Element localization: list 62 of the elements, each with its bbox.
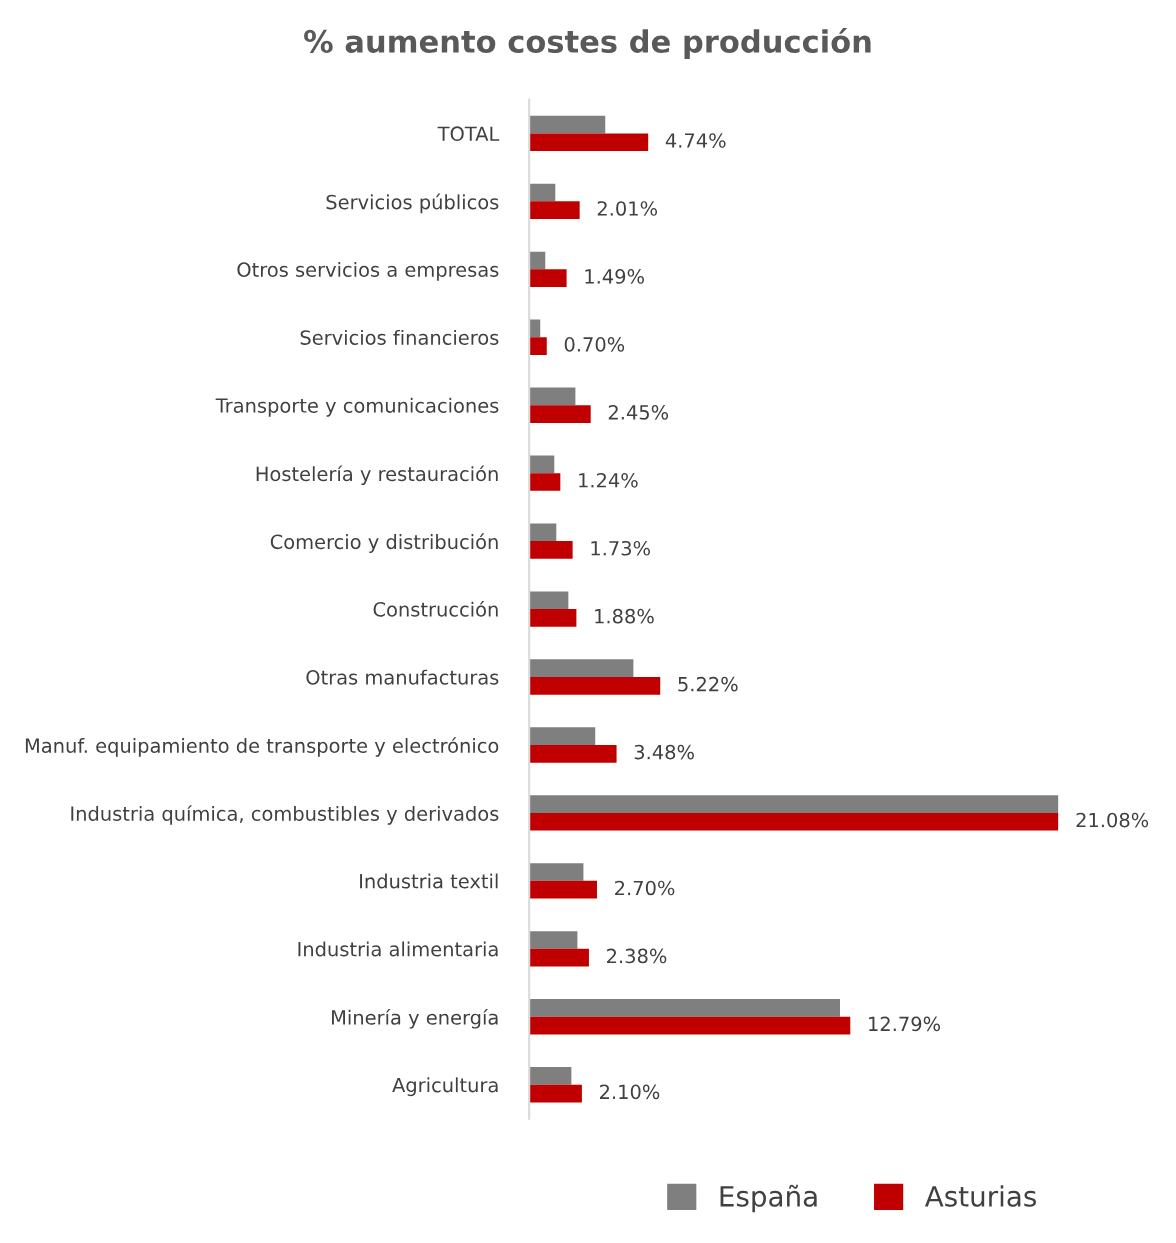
bar	[529, 523, 557, 542]
y-tick-label: Hostelería y restauración	[256, 465, 498, 485]
data-label: 12.79%	[869, 1016, 941, 1032]
y-tick-label: TOTAL	[437, 126, 500, 142]
bar	[529, 999, 840, 1017]
data-label: 2.10%	[600, 1084, 660, 1100]
y-tick-label: Agricultura	[392, 1077, 498, 1097]
bar	[529, 387, 576, 406]
y-tick-label: Otros servicios a empresas	[237, 261, 499, 281]
bar	[529, 183, 556, 202]
legend-label: España	[720, 1184, 817, 1213]
bar	[529, 133, 649, 152]
data-label: 2.01%	[597, 201, 658, 216]
y-tick-label: Servicios financieros	[300, 329, 499, 345]
data-label: 4.74%	[665, 133, 726, 148]
data-label: 0.70%	[564, 337, 625, 352]
bar	[529, 863, 584, 881]
bar	[529, 591, 569, 610]
bar	[529, 659, 634, 678]
y-tick-label: Construcción	[373, 600, 498, 617]
bar	[529, 677, 661, 695]
bar	[529, 727, 596, 745]
data-label: 2.45%	[608, 404, 669, 420]
bar	[529, 1067, 572, 1085]
data-label: 5.22%	[678, 676, 738, 692]
data-label: 1.88%	[595, 608, 654, 624]
y-tick-label: Servicios públicos	[326, 193, 499, 214]
bar	[529, 541, 573, 559]
bar	[529, 795, 1059, 813]
bar	[529, 1016, 851, 1035]
bar	[529, 948, 589, 967]
legend-label: Asturias	[924, 1185, 1036, 1207]
bar	[529, 473, 561, 491]
bar	[529, 115, 606, 134]
data-label: 1.73%	[591, 540, 650, 556]
data-label: 21.08%	[1076, 812, 1149, 828]
bar	[529, 251, 546, 270]
bar	[529, 337, 547, 355]
y-tick-label: Comercio y distribución	[270, 533, 498, 553]
bar	[529, 931, 578, 949]
data-label: 1.49%	[585, 269, 644, 284]
bar	[529, 455, 555, 474]
bar	[529, 812, 1059, 831]
bar	[529, 609, 577, 627]
y-tick-label: Transporte y comunicaciones	[215, 397, 499, 417]
y-tick-label: Otras manufacturas	[306, 669, 499, 685]
y-tick-label: Industria química, combustibles y derivados	[71, 805, 499, 825]
y-tick-label: Industria textil	[360, 873, 498, 889]
y-tick-label: Industria alimentaria	[298, 941, 498, 957]
bar	[529, 201, 580, 220]
data-label: 1.24%	[579, 472, 638, 488]
data-label: 3.48%	[634, 744, 694, 760]
data-label: 2.70%	[615, 880, 675, 896]
chart-title: % aumento costes de producción	[304, 28, 871, 59]
bar	[529, 1084, 582, 1103]
bar	[529, 269, 567, 287]
y-tick-label: Manuf. equipamiento de transporte y electrónico	[25, 737, 499, 757]
y-tick-label: Minería y energía	[332, 1009, 498, 1029]
bar	[529, 744, 617, 763]
bar	[529, 405, 591, 423]
data-label: 2.38%	[607, 948, 667, 964]
bar	[529, 880, 597, 899]
